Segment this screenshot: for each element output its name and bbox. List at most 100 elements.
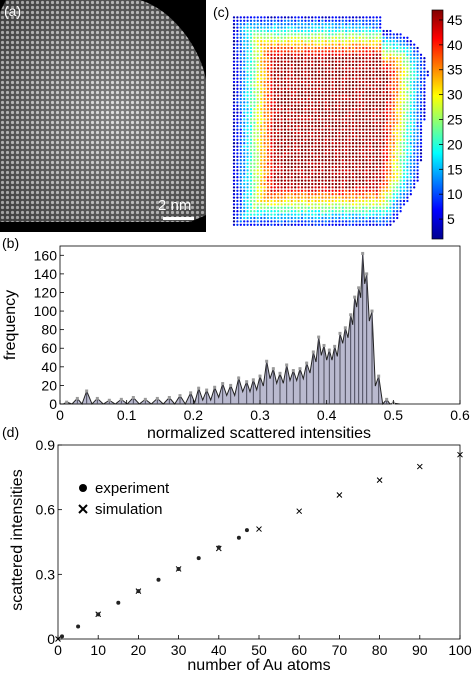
y-tick-label: 0.3 <box>36 566 56 582</box>
colorbar-tick-label: 5 <box>447 211 455 227</box>
atom-column-dot <box>338 94 341 97</box>
nanoparticle-shading <box>0 0 206 222</box>
atom-column-dot <box>232 128 236 131</box>
atom-column-dot <box>379 67 382 70</box>
atom-column-dot <box>334 84 338 87</box>
atom-column-dot <box>413 70 416 73</box>
atom-column-dot <box>379 40 382 43</box>
atom-column-dot <box>260 118 263 121</box>
atom-column-dot <box>307 138 310 141</box>
atom-column-dot <box>253 36 256 39</box>
atom-column-dot <box>321 46 324 50</box>
atom-column-dot <box>362 57 365 60</box>
atom-column-dot <box>277 91 280 94</box>
atom-column-dot <box>351 53 355 56</box>
atom-column-dot <box>362 125 365 128</box>
atom-column-dot <box>307 131 310 135</box>
atom-column-dot <box>307 26 310 29</box>
atom-column-dot <box>334 29 338 33</box>
atom-column-dot <box>246 101 249 104</box>
atom-column-dot <box>290 29 293 33</box>
atom-column-dot <box>232 74 236 77</box>
atom-column-dot <box>334 94 338 97</box>
atom-column-dot <box>290 16 293 19</box>
atom-column-dot <box>358 169 361 172</box>
atom-column-dot <box>236 128 239 131</box>
atom-column-dot <box>392 165 395 169</box>
atom-column-dot <box>379 114 382 118</box>
atom-column-dot <box>365 57 368 60</box>
atom-column-dot <box>341 128 344 131</box>
atom-column-dot <box>375 210 378 213</box>
atom-column-dot <box>270 80 273 84</box>
atom-column-dot <box>280 63 283 67</box>
atom-column-dot <box>314 57 317 60</box>
atom-column-dot <box>239 33 242 36</box>
atom-column-dot <box>243 104 246 107</box>
atom-column-dot <box>243 91 246 94</box>
atom-column-dot <box>362 223 365 226</box>
atom-column-dot <box>280 159 283 162</box>
atom-column-dot <box>331 131 334 135</box>
atom-column-dot <box>317 179 321 182</box>
histogram-point <box>317 335 321 339</box>
atom-column-dot <box>232 169 236 172</box>
atom-column-dot <box>300 84 304 87</box>
atom-column-dot <box>300 162 304 165</box>
atom-column-dot <box>246 80 249 84</box>
atom-column-dot <box>290 60 293 63</box>
atom-column-dot <box>260 26 263 29</box>
atom-column-dot <box>413 148 416 152</box>
atom-column-dot <box>402 101 406 104</box>
atom-column-dot <box>355 19 358 22</box>
atom-column-dot <box>232 94 236 97</box>
atom-column-dot <box>396 179 399 182</box>
atom-column-dot <box>331 67 334 70</box>
atom-column-dot <box>283 182 287 186</box>
atom-column-dot <box>416 104 419 107</box>
atom-column-dot <box>232 29 236 33</box>
atom-column-dot <box>294 70 297 73</box>
atom-column-dot <box>260 216 263 220</box>
atom-column-dot <box>256 26 259 29</box>
atom-column-dot <box>287 80 290 84</box>
atom-column-dot <box>379 172 382 175</box>
atom-column-dot <box>314 203 317 206</box>
atom-column-dot <box>324 121 327 124</box>
atom-column-dot <box>375 16 378 19</box>
atom-column-dot <box>270 40 273 43</box>
atom-column-dot <box>294 16 297 19</box>
atom-column-dot <box>260 74 263 77</box>
atom-column-dot <box>256 193 259 196</box>
atom-column-dot <box>263 80 266 84</box>
atom-column-dot <box>263 23 266 26</box>
atom-column-dot <box>409 80 412 84</box>
atom-column-dot <box>351 182 355 186</box>
atom-column-dot <box>368 40 372 43</box>
atom-column-dot <box>239 203 242 206</box>
atom-column-dot <box>314 223 317 226</box>
atom-column-dot <box>277 138 280 141</box>
colorbar-tick-label: 20 <box>447 136 463 152</box>
atom-column-dot <box>331 80 334 84</box>
atom-column-dot <box>287 46 290 50</box>
atom-column-dot <box>232 36 236 39</box>
atom-column-dot <box>273 189 276 192</box>
atom-column-dot <box>385 138 389 141</box>
atom-column-dot <box>355 220 358 223</box>
atom-column-dot <box>362 193 365 196</box>
atom-column-dot <box>392 186 395 189</box>
atom-column-dot <box>355 108 358 111</box>
atom-column-dot <box>239 70 242 73</box>
atom-column-dot <box>331 77 334 80</box>
atom-column-dot <box>358 118 361 121</box>
atom-column-dot <box>273 172 276 175</box>
atom-column-dot <box>266 179 270 182</box>
atom-column-dot <box>273 135 276 138</box>
atom-column-dot <box>260 67 263 70</box>
atom-column-dot <box>280 70 283 73</box>
atom-column-dot <box>287 94 290 97</box>
atom-column-dot <box>355 23 358 26</box>
atom-column-dot <box>382 91 385 94</box>
atom-column-dot <box>399 43 402 46</box>
